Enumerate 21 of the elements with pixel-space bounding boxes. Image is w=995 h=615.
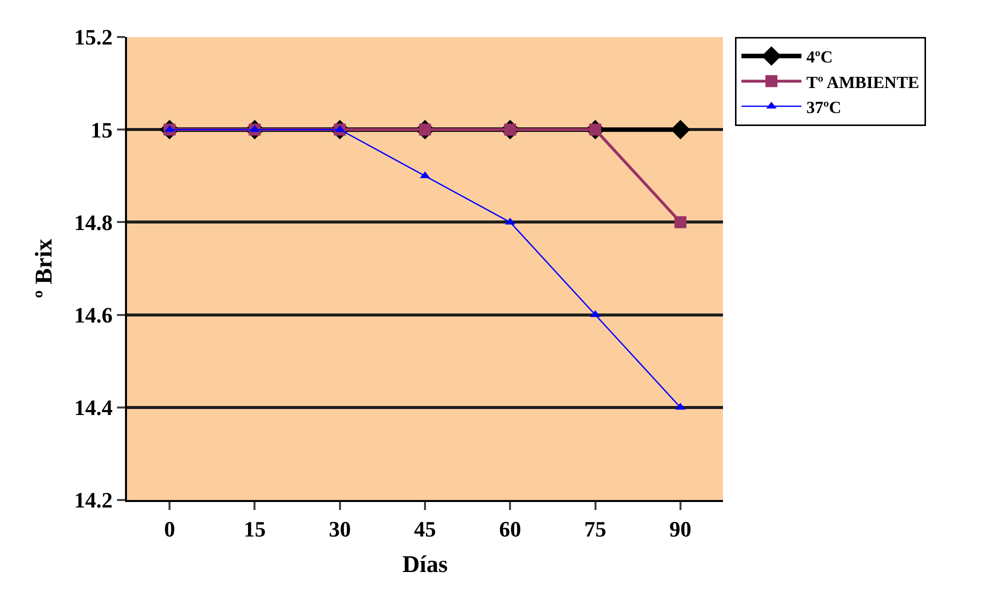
x-tick-label: 45 [414,516,436,542]
y-tick-label: 14.6 [74,302,113,328]
y-tick-label: 15.2 [74,24,113,50]
x-tick-label: 90 [669,516,692,542]
legend-label: 37ºC [806,98,842,117]
x-tick-label: 30 [328,516,351,542]
legend-label: Tº AMBIENTE [806,72,920,92]
x-tick-label: 15 [244,516,266,542]
x-tick-label: 60 [499,516,522,542]
y-tick-label: 15 [90,117,113,142]
y-tick-label: 14.2 [74,488,113,513]
point [670,120,690,140]
x-axis-title: Días [402,552,448,578]
y-axis-title: º Brix [32,238,58,298]
point [590,310,600,318]
legend-label: 4ºC [806,48,833,67]
point [674,216,686,228]
x-tick-label: 0 [164,516,176,542]
x-tick-label: 75 [584,516,606,542]
y-tick-label: 14.8 [74,210,113,235]
y-tick-label: 14.4 [74,395,113,420]
